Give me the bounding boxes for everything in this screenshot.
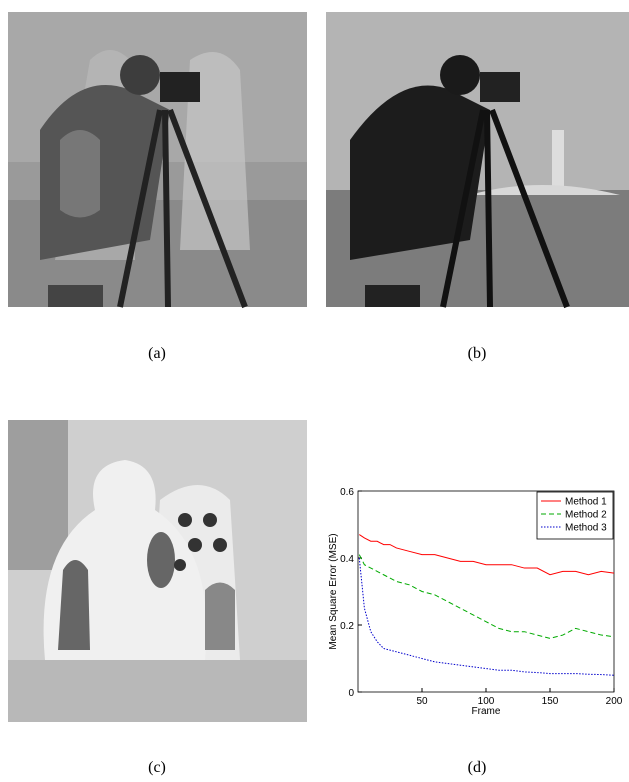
series-line	[359, 555, 614, 639]
panel-label: (b)	[468, 345, 487, 362]
x-axis-label: Frame	[472, 706, 501, 717]
panel-label: (c)	[148, 759, 166, 776]
panel-label: (d)	[468, 759, 487, 776]
figure: (a) (b) (c) (d) 5010015020000.20.40.6Fra…	[0, 0, 629, 782]
image-b	[326, 12, 629, 307]
x-tick-label: 50	[416, 696, 428, 707]
image-a	[8, 12, 307, 307]
legend-label: Method 2	[565, 510, 607, 521]
y-axis-label: Mean Square Error (MSE)	[328, 533, 339, 649]
series-line	[359, 535, 614, 575]
y-tick-label: 0.2	[340, 621, 354, 632]
series-line	[359, 558, 614, 675]
panel-label: (a)	[148, 345, 166, 362]
y-tick-label: 0.6	[340, 487, 354, 498]
legend-label: Method 1	[565, 497, 607, 508]
legend-label: Method 3	[565, 523, 607, 534]
x-tick-label: 200	[606, 696, 623, 707]
y-tick-label: 0.4	[340, 554, 354, 565]
image-c	[8, 420, 307, 722]
y-tick-label: 0	[348, 688, 354, 699]
x-tick-label: 150	[542, 696, 559, 707]
